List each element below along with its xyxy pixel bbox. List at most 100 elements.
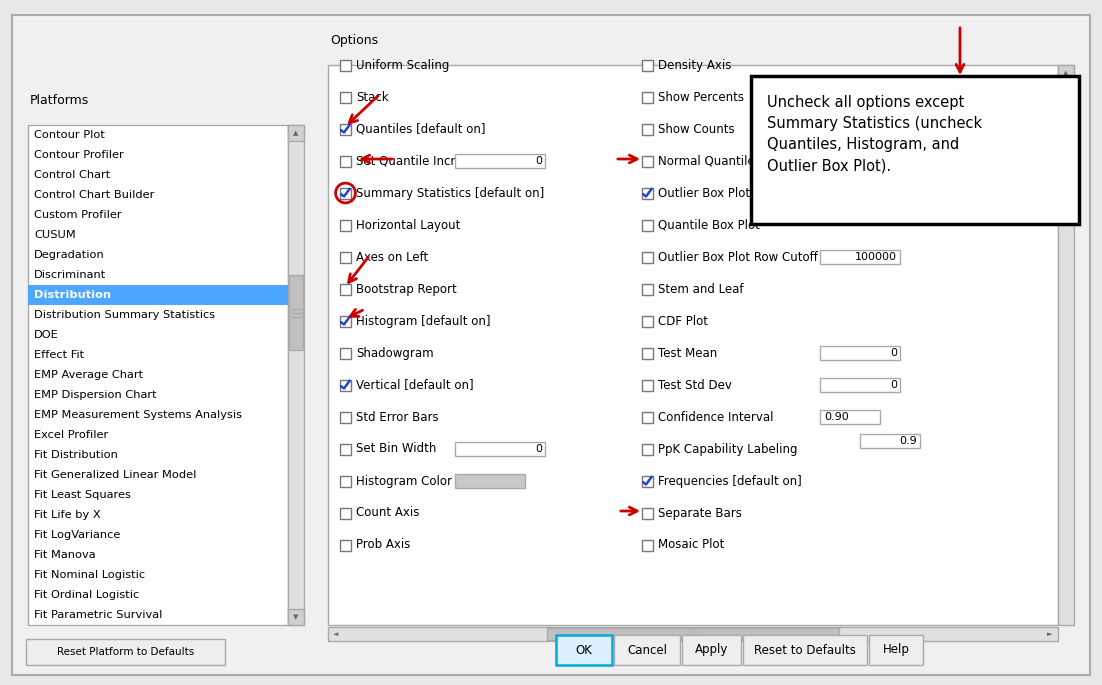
FancyBboxPatch shape: [28, 285, 288, 305]
Text: Confidence Interval: Confidence Interval: [658, 410, 774, 423]
Text: Fit LogVariance: Fit LogVariance: [34, 530, 120, 540]
FancyBboxPatch shape: [341, 508, 352, 519]
FancyBboxPatch shape: [642, 443, 653, 455]
FancyBboxPatch shape: [341, 412, 352, 423]
Text: Distribution: Distribution: [34, 290, 111, 300]
Text: ▼: ▼: [293, 614, 299, 620]
Text: Set Quantile Increment: Set Quantile Increment: [356, 155, 494, 168]
FancyBboxPatch shape: [642, 123, 653, 134]
FancyBboxPatch shape: [557, 635, 612, 665]
Text: Frequencies [default on]: Frequencies [default on]: [658, 475, 802, 488]
FancyBboxPatch shape: [288, 609, 304, 625]
FancyBboxPatch shape: [860, 434, 920, 448]
Text: 100000: 100000: [855, 252, 897, 262]
Text: Quantile Box Plot: Quantile Box Plot: [658, 219, 760, 232]
FancyBboxPatch shape: [455, 442, 545, 456]
Text: Custom Profiler: Custom Profiler: [34, 210, 121, 220]
FancyBboxPatch shape: [642, 60, 653, 71]
FancyBboxPatch shape: [288, 125, 304, 625]
FancyBboxPatch shape: [341, 123, 352, 134]
FancyBboxPatch shape: [820, 250, 900, 264]
FancyBboxPatch shape: [341, 251, 352, 262]
Text: Reset Platform to Defaults: Reset Platform to Defaults: [57, 647, 194, 657]
FancyBboxPatch shape: [1058, 65, 1074, 625]
Text: Bootstrap Report: Bootstrap Report: [356, 282, 456, 295]
FancyBboxPatch shape: [341, 443, 352, 455]
Text: Test Mean: Test Mean: [658, 347, 717, 360]
Text: Std Error Bars: Std Error Bars: [356, 410, 439, 423]
Text: |||: |||: [689, 630, 698, 638]
FancyBboxPatch shape: [341, 475, 352, 486]
Text: PpK Capability Labeling: PpK Capability Labeling: [658, 443, 798, 456]
FancyBboxPatch shape: [1058, 65, 1074, 81]
FancyBboxPatch shape: [642, 475, 653, 486]
Text: ►: ►: [1047, 631, 1052, 637]
FancyBboxPatch shape: [869, 635, 923, 665]
FancyBboxPatch shape: [28, 125, 288, 625]
FancyBboxPatch shape: [743, 635, 867, 665]
FancyBboxPatch shape: [642, 379, 653, 390]
Text: Shadowgram: Shadowgram: [356, 347, 433, 360]
Text: Histogram [default on]: Histogram [default on]: [356, 314, 490, 327]
FancyBboxPatch shape: [642, 155, 653, 166]
FancyBboxPatch shape: [820, 410, 880, 424]
FancyBboxPatch shape: [750, 76, 1079, 224]
Text: Show Percents: Show Percents: [658, 90, 744, 103]
Text: Fit Ordinal Logistic: Fit Ordinal Logistic: [34, 590, 139, 600]
FancyBboxPatch shape: [341, 188, 352, 199]
FancyBboxPatch shape: [642, 316, 653, 327]
Text: CDF Plot: CDF Plot: [658, 314, 707, 327]
FancyBboxPatch shape: [328, 627, 1058, 641]
FancyBboxPatch shape: [642, 92, 653, 103]
FancyBboxPatch shape: [455, 154, 545, 168]
FancyBboxPatch shape: [289, 275, 303, 350]
FancyBboxPatch shape: [547, 628, 839, 640]
Text: 0: 0: [890, 348, 897, 358]
Text: Contour Profiler: Contour Profiler: [34, 150, 123, 160]
Text: Distribution Summary Statistics: Distribution Summary Statistics: [34, 310, 215, 320]
FancyBboxPatch shape: [455, 474, 525, 488]
FancyBboxPatch shape: [328, 65, 1058, 625]
FancyBboxPatch shape: [341, 155, 352, 166]
Text: Density Axis: Density Axis: [658, 58, 732, 71]
FancyBboxPatch shape: [288, 125, 304, 141]
Text: Test Std Dev: Test Std Dev: [658, 379, 732, 392]
FancyBboxPatch shape: [12, 15, 1090, 675]
Text: Horizontal Layout: Horizontal Layout: [356, 219, 461, 232]
FancyBboxPatch shape: [820, 346, 900, 360]
Text: Separate Bars: Separate Bars: [658, 506, 742, 519]
Text: EMP Dispersion Chart: EMP Dispersion Chart: [34, 390, 156, 400]
Text: Degradation: Degradation: [34, 250, 105, 260]
Text: 0.9: 0.9: [899, 436, 917, 446]
FancyBboxPatch shape: [614, 635, 680, 665]
Text: Prob Axis: Prob Axis: [356, 538, 410, 551]
Text: Fit Least Squares: Fit Least Squares: [34, 490, 131, 500]
FancyBboxPatch shape: [642, 540, 653, 551]
FancyBboxPatch shape: [341, 92, 352, 103]
FancyBboxPatch shape: [341, 60, 352, 71]
Text: 0: 0: [890, 380, 897, 390]
FancyBboxPatch shape: [642, 347, 653, 358]
Text: DOE: DOE: [34, 330, 58, 340]
Text: Contour Plot: Contour Plot: [34, 130, 105, 140]
FancyBboxPatch shape: [820, 378, 900, 392]
Text: Cancel: Cancel: [627, 643, 667, 656]
Text: Platforms: Platforms: [30, 94, 89, 107]
Text: Axes on Left: Axes on Left: [356, 251, 429, 264]
FancyBboxPatch shape: [341, 316, 352, 327]
FancyBboxPatch shape: [26, 639, 225, 665]
Text: Effect Fit: Effect Fit: [34, 350, 84, 360]
Text: Quantiles [default on]: Quantiles [default on]: [356, 123, 486, 136]
Text: Fit Parametric Survival: Fit Parametric Survival: [34, 610, 162, 620]
FancyBboxPatch shape: [642, 188, 653, 199]
Text: CUSUM: CUSUM: [34, 230, 76, 240]
Text: Uncheck all options except
Summary Statistics (uncheck
Quantiles, Histogram, and: Uncheck all options except Summary Stati…: [767, 95, 982, 173]
FancyBboxPatch shape: [341, 284, 352, 295]
Text: Reset to Defaults: Reset to Defaults: [754, 643, 856, 656]
FancyBboxPatch shape: [341, 347, 352, 358]
Text: Stem and Leaf: Stem and Leaf: [658, 282, 744, 295]
Text: ▼: ▼: [872, 412, 878, 421]
Text: Fit Manova: Fit Manova: [34, 550, 96, 560]
Text: 0: 0: [534, 444, 542, 454]
Text: Show Counts: Show Counts: [658, 123, 735, 136]
